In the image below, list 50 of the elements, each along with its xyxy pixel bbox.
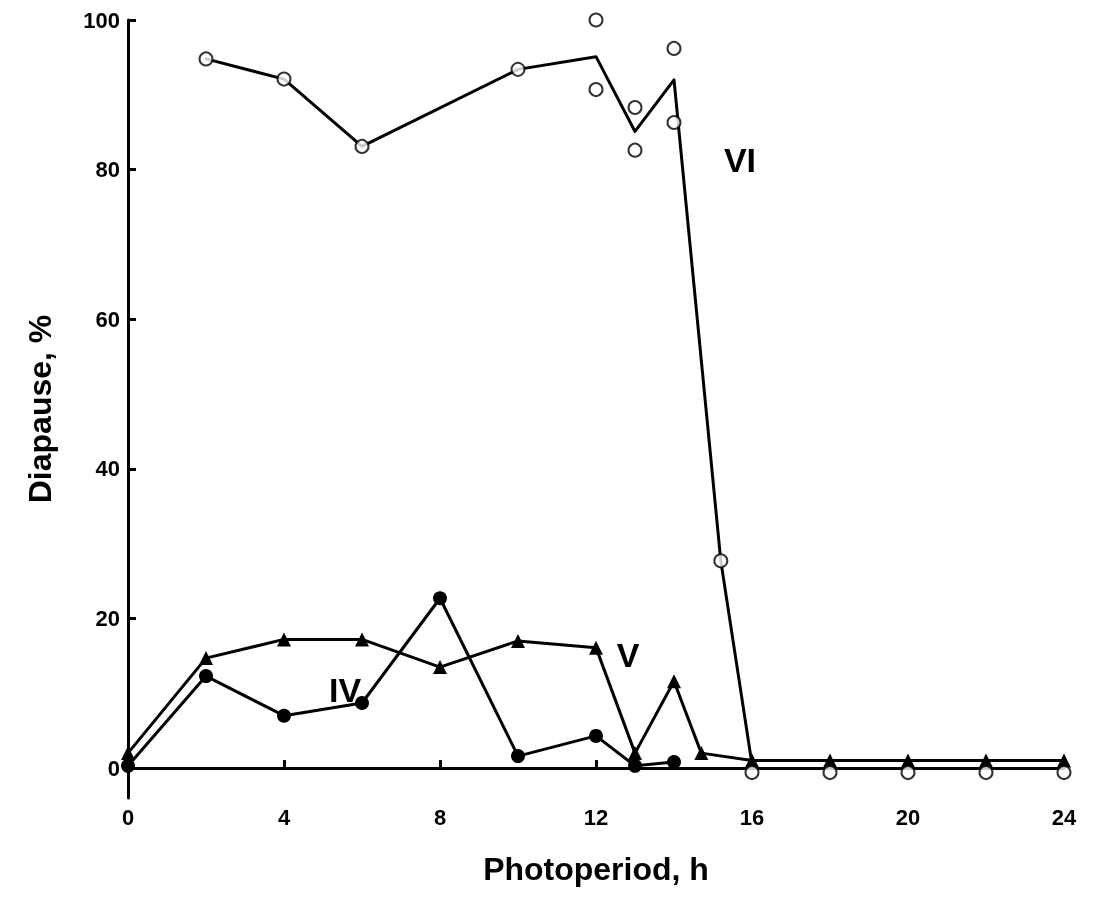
y-tick-label: 0	[107, 755, 120, 781]
point	[978, 765, 994, 781]
point	[433, 591, 447, 606]
point	[667, 674, 681, 689]
point	[744, 765, 760, 781]
y-axis-title: Diapause, %	[22, 314, 58, 504]
point	[694, 746, 709, 761]
point	[588, 12, 604, 28]
point	[589, 728, 603, 743]
point	[277, 708, 291, 723]
x-tick-label: 20	[895, 804, 921, 830]
point	[511, 633, 525, 648]
point	[589, 640, 603, 655]
point	[276, 71, 292, 87]
point	[713, 553, 729, 569]
point	[510, 61, 526, 77]
annotation: V	[616, 636, 640, 674]
y-tick-label: 20	[95, 605, 120, 631]
point	[511, 749, 525, 764]
point	[588, 82, 604, 98]
point	[666, 40, 682, 56]
point	[627, 142, 643, 158]
point	[627, 100, 643, 116]
y-tick-label: 80	[95, 157, 120, 183]
point	[121, 746, 135, 761]
point	[900, 765, 916, 781]
x-tick-label: 8	[433, 804, 447, 830]
point	[666, 114, 682, 130]
y-tick-label: 100	[83, 7, 120, 33]
point	[1056, 765, 1072, 781]
point	[198, 51, 214, 67]
point	[277, 632, 291, 647]
point	[628, 758, 642, 773]
x-tick-label: 24	[1051, 804, 1077, 830]
point	[121, 758, 135, 773]
x-tick-label: 16	[739, 804, 765, 830]
x-tick-label: 4	[277, 804, 291, 830]
point	[354, 138, 370, 154]
point	[628, 746, 642, 761]
annotation: VI	[723, 141, 757, 179]
y-tick-label: 40	[95, 456, 120, 482]
annotation: IV	[328, 671, 362, 709]
point	[822, 765, 838, 781]
point	[433, 660, 447, 675]
y-tick-label: 60	[95, 306, 120, 332]
x-axis-title: Photoperiod, h	[483, 851, 709, 887]
point	[355, 632, 369, 647]
point	[199, 669, 213, 684]
x-tick-label: 12	[583, 804, 609, 830]
point	[199, 651, 213, 666]
